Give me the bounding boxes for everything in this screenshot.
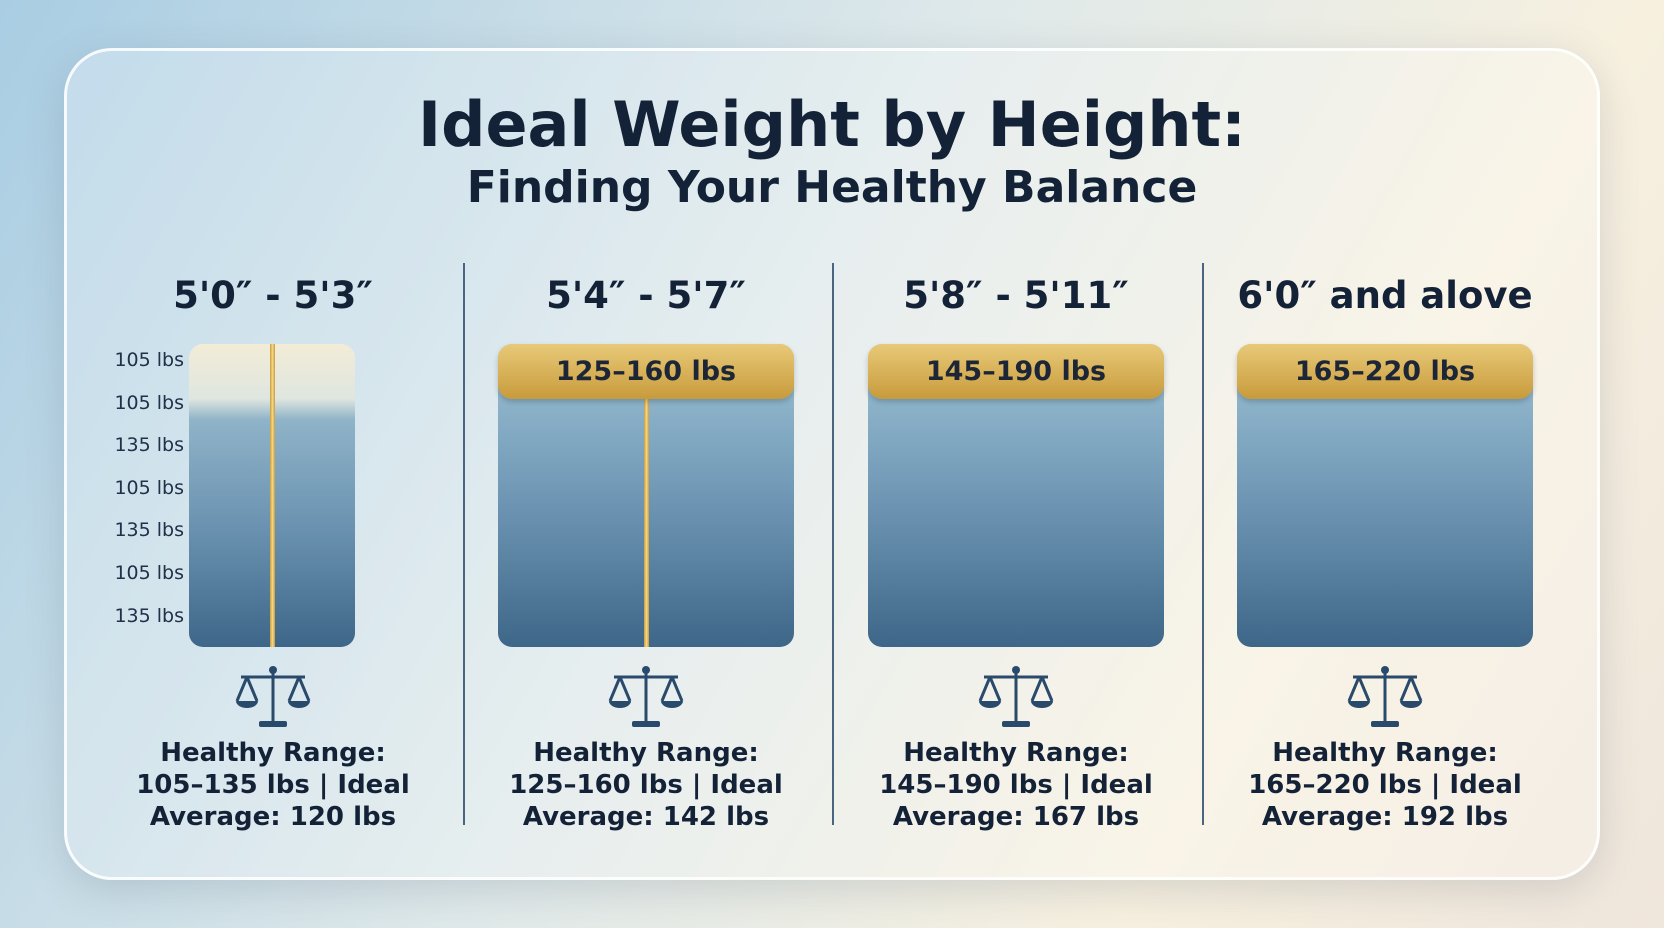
range-text: Healthy Range:	[160, 738, 386, 768]
scale-icon	[608, 666, 684, 727]
badge: 165–220 lbs	[1237, 344, 1533, 399]
badge: 125–160 lbs	[498, 344, 794, 399]
range-text: 165–220 lbs | Ideal	[1248, 770, 1522, 800]
scale-icon	[1345, 663, 1425, 731]
range-text: 105–135 lbs | Ideal	[136, 770, 410, 800]
column-heading: 5'8″ - 5'11″	[903, 274, 1129, 317]
scale-label: 135 lbs	[114, 519, 184, 542]
range-text: Healthy Range:	[533, 738, 759, 768]
range-text: Average: 167 lbs	[892, 802, 1140, 832]
divider	[832, 263, 834, 825]
column-heading: 6'0″ and alove	[1237, 274, 1533, 317]
scale-label: 105 lbs	[114, 349, 184, 371]
column-heading: 5'4″ - 5'7″	[546, 274, 746, 317]
range-text: 145–190 lbs | Ideal	[879, 770, 1153, 800]
scale-icon	[606, 663, 686, 731]
range-text: Average: 142 lbs	[522, 802, 770, 832]
scale-label: 105 lbs	[114, 476, 184, 499]
subtitle: Finding Your Healthy Balance	[466, 162, 1198, 213]
divider	[463, 263, 465, 825]
needle	[644, 395, 649, 647]
divider	[1202, 263, 1204, 825]
scale-label: 135 lbs	[114, 434, 184, 457]
scale-label: 105 lbs	[114, 562, 184, 584]
range-text: Healthy Range:	[903, 738, 1129, 768]
scale-label: 105 lbs	[114, 391, 184, 414]
badge: 145–190 lbs	[868, 344, 1164, 399]
range-text: Healthy Range:	[1272, 738, 1498, 768]
needle	[270, 344, 275, 647]
range-text: Average: 120 lbs	[149, 802, 397, 832]
scale-icon	[233, 663, 313, 731]
scale-icon	[1347, 666, 1423, 727]
scale-icon	[976, 663, 1056, 731]
range-text: 125–160 lbs | Ideal	[509, 770, 783, 800]
title: Ideal Weight by Height:	[418, 88, 1246, 161]
scale-icon	[978, 666, 1054, 727]
range-text: Average: 192 lbs	[1261, 802, 1509, 832]
column-heading: 5'0″ - 5'3″	[173, 274, 373, 317]
scale-icon	[235, 666, 311, 727]
scale-label: 135 lbs	[114, 604, 184, 627]
